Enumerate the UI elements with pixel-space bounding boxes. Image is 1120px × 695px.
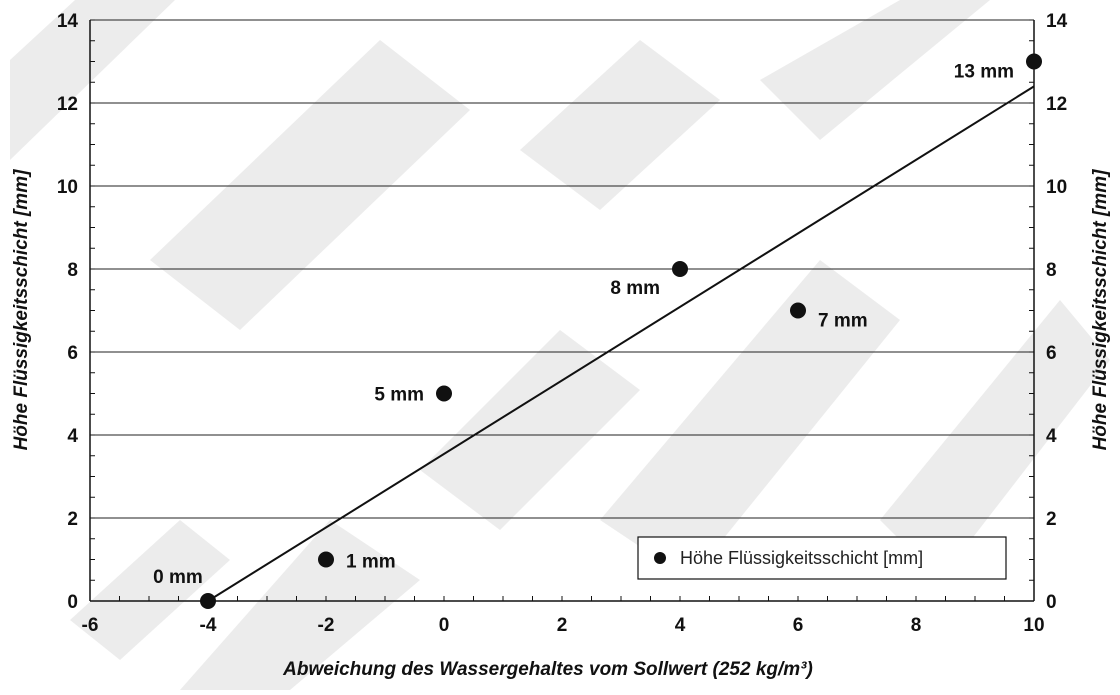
y-tick-label-right: 2: [1046, 509, 1057, 530]
trendline-layer: [207, 85, 1035, 602]
trendline: [207, 85, 1035, 602]
data-point: [436, 385, 452, 402]
y-tick-label-left: 2: [67, 509, 78, 530]
data-point: [318, 551, 334, 568]
data-label: 7 mm: [818, 311, 868, 332]
x-tick-label: 6: [793, 615, 804, 636]
y-tick-label-left: 0: [67, 592, 78, 613]
axes: 0 0 2 2 4 4 6 6 8 8 10 10 12 12 14 14 -6 -4 -2 0 2 4 6 8 10: [57, 11, 1068, 636]
x-tick-label: 10: [1023, 615, 1044, 636]
x-tick-label: 4: [675, 615, 686, 636]
data-point: [790, 302, 806, 319]
y-tick-label-left: 6: [67, 343, 78, 364]
x-tick-label: 8: [911, 615, 922, 636]
data-points: [200, 53, 1042, 609]
legend-marker: [654, 552, 666, 564]
y-tick-label-right: 12: [1046, 94, 1067, 115]
y-axis-title-right: Höhe Flüssigkeitsschicht [mm]: [1090, 169, 1111, 451]
y-tick-label-left: 10: [57, 177, 78, 198]
y-tick-label-left: 4: [67, 426, 78, 447]
y-axis-title-left: Höhe Flüssigkeitsschicht [mm]: [11, 169, 32, 451]
y-tick-label-right: 14: [1046, 11, 1068, 32]
y-tick-label-right: 4: [1046, 426, 1057, 447]
y-tick-label-right: 8: [1046, 260, 1057, 281]
y-tick-label-left: 12: [57, 94, 78, 115]
x-tick-label: 0: [439, 615, 450, 636]
data-label: 1 mm: [346, 552, 396, 573]
data-point: [672, 261, 688, 277]
y-tick-label-left: 8: [67, 260, 78, 281]
legend-box: [637, 536, 1007, 580]
data-labels: 0 mm 1 mm 5 mm 8 mm 7 mm 13 mm: [153, 62, 1014, 589]
legend-label: Höhe Flüssigkeitsschicht [mm]: [680, 548, 923, 568]
y-tick-label-right: 10: [1046, 177, 1067, 198]
gridlines: [90, 19, 1034, 519]
x-tick-label: -4: [200, 615, 217, 636]
data-point: [200, 593, 216, 609]
x-tick-label: -2: [318, 615, 335, 636]
data-label: 8 mm: [610, 278, 660, 299]
x-axis-title: Abweichung des Wassergehaltes vom Sollwe…: [282, 659, 813, 680]
x-tick-label: -6: [82, 615, 99, 636]
data-point: [1026, 53, 1042, 70]
y-tick-label-right: 6: [1046, 343, 1057, 364]
legend: Höhe Flüssigkeitsschicht [mm]: [637, 536, 1007, 580]
watermark: [10, 0, 1110, 690]
data-label: 5 mm: [374, 385, 424, 406]
x-tick-label: 2: [557, 615, 568, 636]
data-label: 13 mm: [954, 62, 1014, 83]
y-tick-label-left: 14: [57, 11, 79, 32]
y-tick-label-right: 0: [1046, 592, 1057, 613]
data-label: 0 mm: [153, 567, 203, 588]
